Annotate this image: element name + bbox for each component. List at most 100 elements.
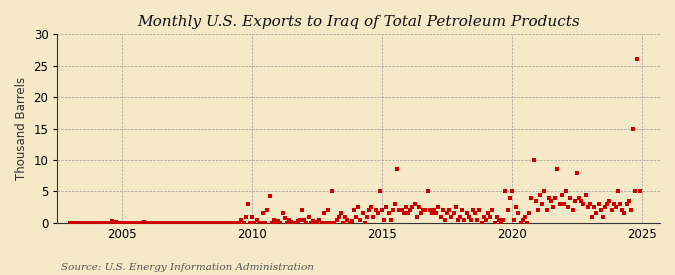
Point (206, 221, 217, 225)
Point (477, 221, 487, 225)
Point (375, 189, 385, 194)
Point (219, 221, 230, 225)
Point (368, 214, 379, 219)
Point (314, 218, 325, 222)
Point (182, 221, 193, 225)
Point (472, 218, 483, 222)
Point (522, 221, 533, 225)
Point (212, 221, 223, 225)
Point (70, 221, 80, 225)
Point (232, 221, 242, 225)
Point (195, 221, 206, 225)
Text: Source: U.S. Energy Information Administration: Source: U.S. Energy Information Administ… (61, 263, 314, 272)
Point (68, 221, 78, 225)
Point (93, 221, 104, 225)
Point (463, 214, 474, 219)
Point (479, 214, 489, 219)
Point (495, 221, 506, 225)
Point (591, 211, 602, 216)
Point (130, 221, 141, 225)
Point (238, 221, 249, 225)
Point (416, 211, 427, 216)
Point (593, 202, 604, 206)
Point (619, 211, 630, 216)
Point (262, 208, 273, 213)
Point (97, 221, 108, 225)
Point (373, 211, 383, 216)
Point (286, 219, 296, 224)
Point (290, 221, 301, 225)
Point (554, 202, 565, 206)
Point (547, 205, 558, 209)
Point (599, 205, 610, 209)
Point (215, 221, 225, 225)
Point (173, 221, 184, 225)
Point (91, 221, 102, 225)
Point (459, 218, 470, 222)
Point (245, 221, 256, 225)
Point (394, 208, 405, 213)
Point (565, 196, 576, 200)
Point (524, 211, 535, 216)
Point (141, 221, 152, 225)
Point (124, 221, 134, 225)
Point (381, 205, 392, 209)
Point (167, 221, 178, 225)
Point (171, 221, 182, 225)
Title: Monthly U.S. Exports to Iraq of Total Petroleum Products: Monthly U.S. Exports to Iraq of Total Pe… (137, 15, 580, 29)
Point (201, 221, 212, 225)
Point (576, 199, 587, 203)
Point (74, 221, 84, 225)
Point (543, 196, 554, 200)
Point (165, 221, 176, 225)
Point (104, 221, 115, 225)
Point (455, 214, 466, 219)
Point (578, 202, 589, 206)
Point (420, 208, 431, 213)
Point (331, 218, 342, 222)
Point (264, 194, 275, 199)
Point (95, 221, 106, 225)
Point (617, 208, 628, 213)
Point (610, 205, 621, 209)
Point (441, 211, 452, 216)
Point (178, 221, 188, 225)
Point (208, 221, 219, 225)
Point (152, 221, 163, 225)
Point (307, 219, 318, 223)
Point (128, 221, 138, 225)
Point (109, 221, 119, 225)
Point (392, 167, 403, 172)
Point (325, 221, 335, 225)
Point (236, 218, 247, 222)
Point (353, 205, 364, 209)
Point (491, 214, 502, 219)
Point (72, 221, 82, 225)
Point (366, 205, 377, 209)
Point (158, 221, 169, 225)
Point (448, 211, 459, 216)
Point (435, 214, 446, 219)
Point (197, 221, 208, 225)
Point (613, 189, 624, 194)
Point (296, 208, 307, 213)
Point (294, 218, 305, 222)
Point (485, 214, 495, 219)
Point (433, 205, 443, 209)
Point (370, 208, 381, 213)
Point (160, 221, 171, 225)
Point (65, 221, 76, 225)
Point (134, 221, 145, 225)
Point (301, 221, 312, 225)
Point (86, 221, 97, 225)
Point (269, 218, 279, 222)
Point (132, 221, 143, 225)
Point (550, 196, 561, 200)
Point (587, 214, 597, 219)
Point (457, 208, 468, 213)
Point (176, 221, 186, 225)
Point (452, 218, 463, 222)
Point (333, 214, 344, 219)
Point (100, 221, 111, 225)
Point (604, 199, 615, 203)
